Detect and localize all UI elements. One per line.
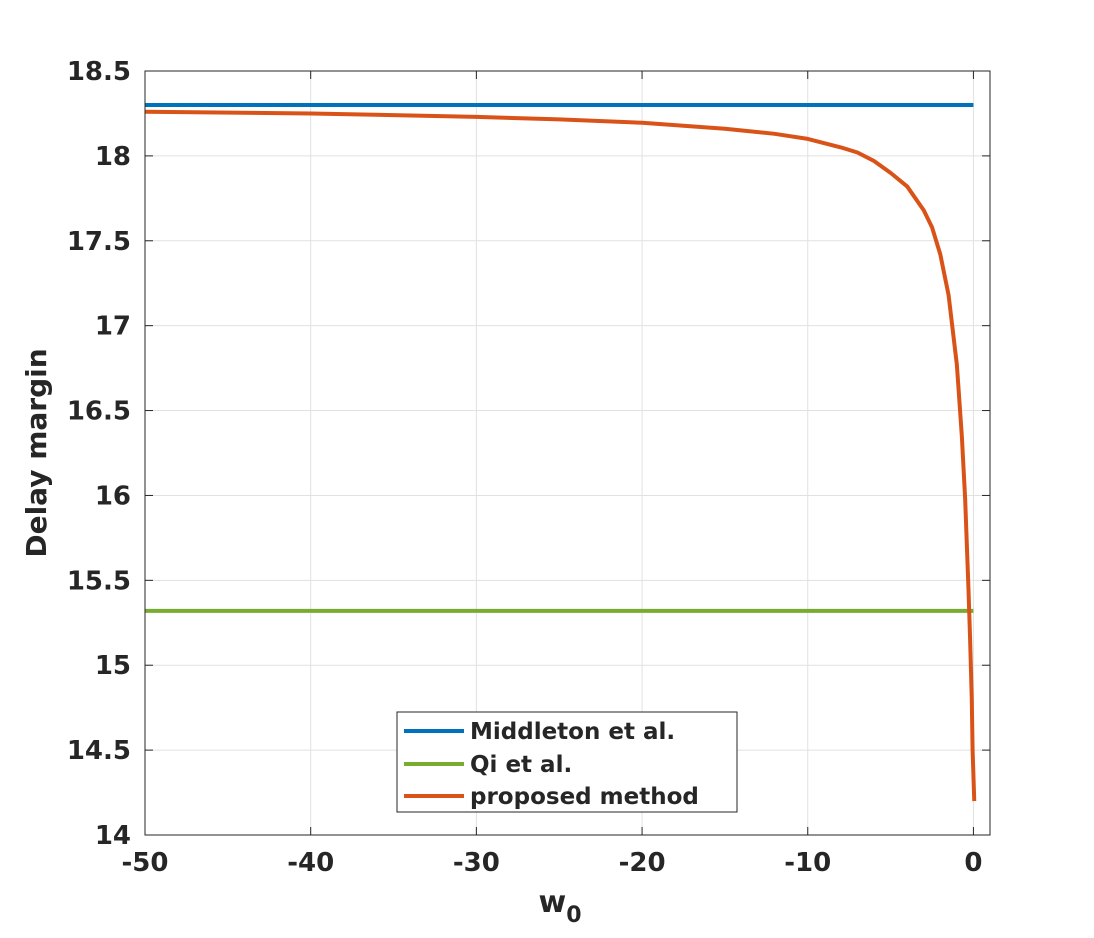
x-tick-label: -30 [453, 848, 500, 878]
legend-label-middleton: Middleton et al. [470, 719, 675, 745]
x-axis-label-subscript: 0 [566, 903, 581, 928]
legend-label-qi: Qi et al. [470, 752, 572, 778]
x-tick-label: 0 [964, 848, 982, 878]
y-tick-label: 16.5 [67, 397, 131, 427]
axes-box [144, 70, 991, 836]
series-line-proposed [144, 109, 977, 802]
y-tick-label: 17 [95, 312, 131, 342]
y-tick-label: 16 [95, 481, 131, 511]
x-tick-label: -50 [122, 848, 169, 878]
y-tick-label: 15 [95, 651, 131, 681]
series-lines [144, 102, 977, 802]
tick-labels: -50 -40 -30 -20 -10 0 14 14.5 15 15.5 16 16.5 17 17.5… [67, 57, 983, 878]
y-tick-label: 15.5 [67, 566, 131, 596]
y-axis-label: Delay margin [20, 348, 53, 557]
y-tick-label: 14.5 [67, 736, 131, 766]
x-axis-label: w0 [538, 885, 581, 928]
ticks [144, 70, 990, 836]
y-tick-label: 17.5 [67, 227, 131, 257]
legend: Middleton et al. Qi et al. proposed meth… [396, 711, 738, 813]
x-tick-label: -20 [619, 848, 666, 878]
y-tick-label: 18.5 [67, 57, 131, 87]
x-tick-label: -40 [287, 848, 334, 878]
grid [144, 70, 990, 836]
y-tick-label: 14 [95, 821, 131, 851]
x-axis-label-main: w [538, 885, 566, 920]
x-tick-label: -10 [784, 848, 831, 878]
y-tick-label: 18 [95, 142, 131, 172]
legend-label-proposed: proposed method [470, 784, 699, 810]
